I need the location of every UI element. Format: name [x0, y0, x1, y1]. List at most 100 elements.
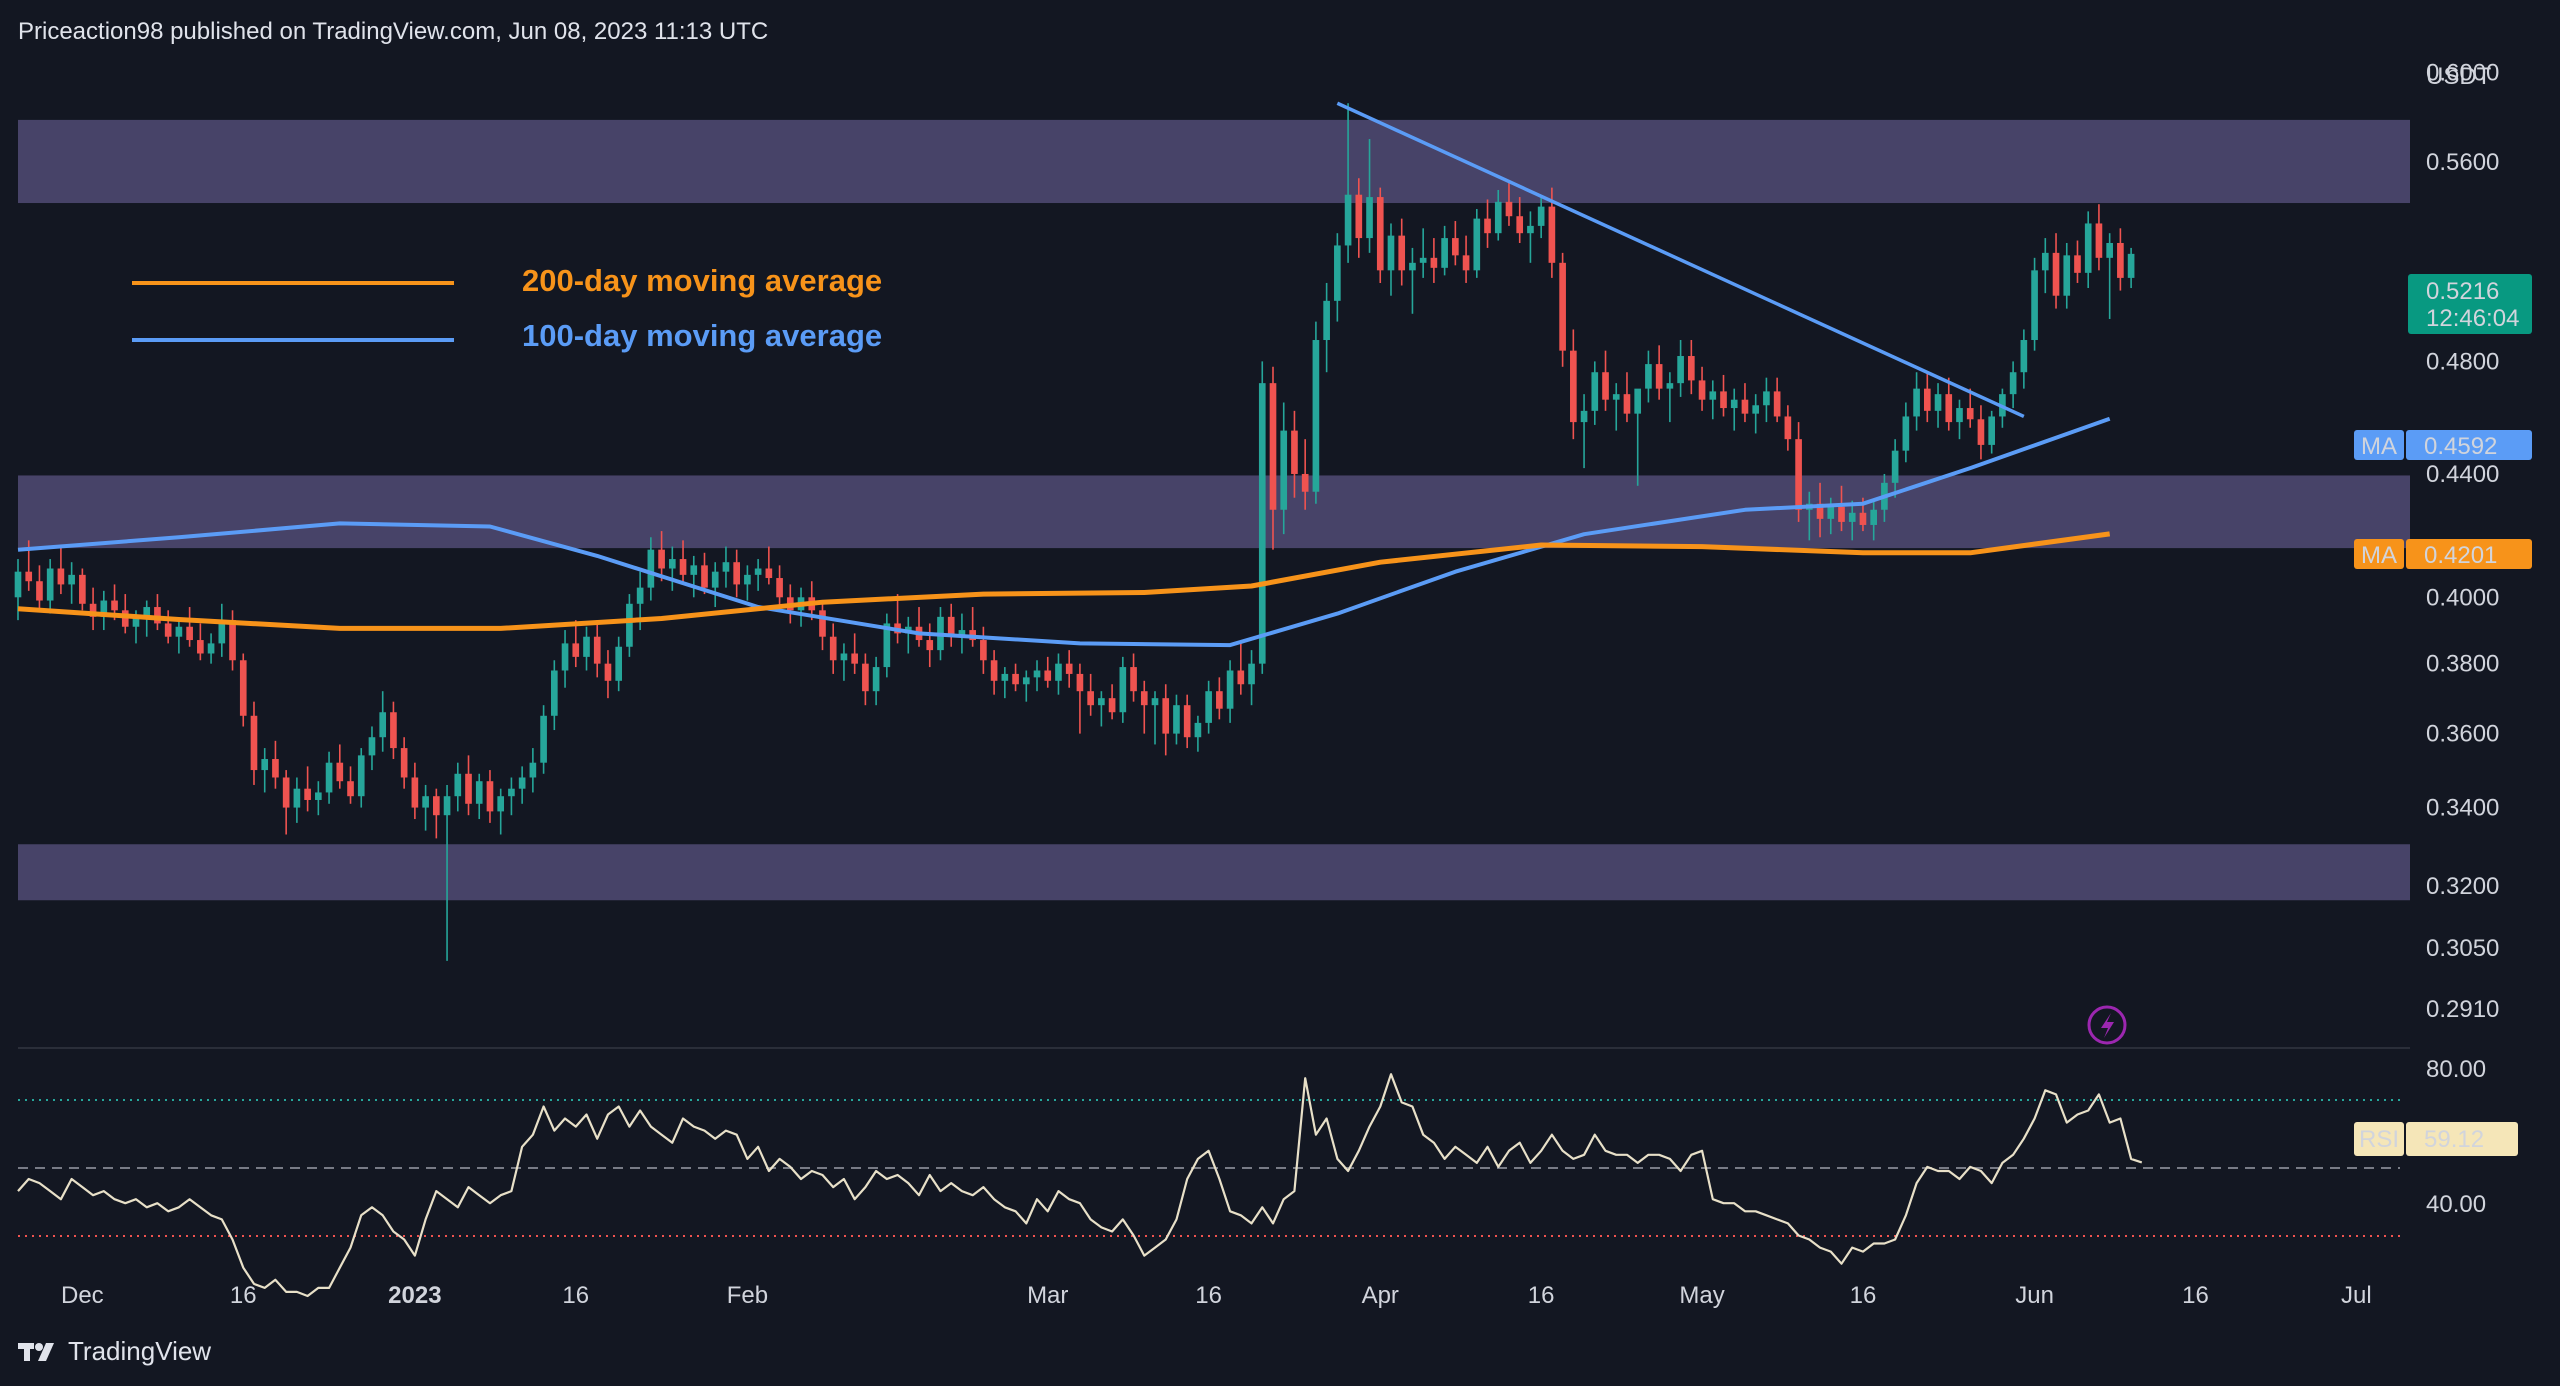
- candle: [1312, 321, 1320, 504]
- candle: [1934, 383, 1942, 428]
- candle: [1505, 180, 1513, 226]
- candle: [1634, 388, 1642, 486]
- candle: [465, 755, 472, 816]
- candle: [1398, 218, 1406, 286]
- candle: [1108, 684, 1116, 720]
- candle: [572, 620, 580, 668]
- candle: [1065, 650, 1073, 688]
- candle: [1966, 388, 1974, 428]
- candle: [1612, 383, 1620, 431]
- price-axis[interactable]: 0.6000 0.5600 0.4800 0.4400 0.4000 0.3800 0.36…: [2426, 60, 2499, 1023]
- candle: [1537, 197, 1545, 239]
- candle: [1087, 673, 1094, 716]
- current-price-value: 0.5216: [2426, 278, 2499, 305]
- candle: [615, 636, 623, 692]
- candle: [583, 626, 590, 671]
- candle: [1720, 374, 1727, 417]
- candle: [1645, 350, 1652, 403]
- candle: [1591, 361, 1599, 425]
- candle: [626, 594, 633, 657]
- time-axis[interactable]: Dec 16 2023 16 Feb Mar 16 Apr 16 May 16 Jun 16 Jul: [61, 1282, 2372, 1309]
- legend-100-label: 100-day moving average: [522, 318, 882, 353]
- candle: [411, 762, 419, 820]
- candle: [1580, 394, 1588, 469]
- candle: [1409, 247, 1416, 314]
- candle: [1688, 340, 1695, 395]
- candle: [1698, 366, 1706, 411]
- price-tick-label: 0.2910: [2426, 996, 2499, 1023]
- candle: [1623, 372, 1631, 423]
- time-tick-label: 16: [1850, 1282, 1877, 1309]
- candle: [272, 740, 279, 789]
- candle: [701, 552, 708, 595]
- time-tick-label: 2023: [388, 1282, 441, 1309]
- rsi-tag-label: RSI: [2359, 1126, 2399, 1153]
- candle: [2009, 361, 2017, 409]
- candle: [1355, 178, 1363, 258]
- candle: [1913, 372, 1920, 431]
- candle: [2063, 242, 2071, 309]
- candle: [2106, 233, 2113, 319]
- price-tick-label: 0.4800: [2426, 348, 2499, 375]
- candle: [1248, 650, 1255, 706]
- footer: TradingView: [18, 1336, 211, 1367]
- candle: [1366, 139, 1373, 253]
- price-axis-unit: USDT: [2426, 63, 2492, 90]
- candle: [1462, 235, 1470, 283]
- candle: [711, 562, 719, 608]
- candle: [433, 788, 440, 839]
- candle: [872, 656, 880, 706]
- price-tick-label: 0.3800: [2426, 651, 2499, 678]
- candle: [1677, 340, 1684, 397]
- candle: [980, 626, 987, 674]
- candle: [186, 607, 193, 647]
- candle: [840, 643, 848, 681]
- candle: [862, 653, 869, 706]
- trendline: [1336, 101, 2025, 419]
- ma100-tag-value: 0.4592: [2424, 433, 2497, 460]
- candle: [1076, 663, 1084, 734]
- price-chart[interactable]: 200-day moving average 100-day moving av…: [0, 0, 2560, 1320]
- candle: [1376, 187, 1384, 283]
- price-tick-label: 0.3200: [2426, 873, 2499, 900]
- time-tick-label: Feb: [727, 1282, 768, 1309]
- candle: [679, 540, 687, 585]
- candle: [1012, 663, 1019, 692]
- candle: [1130, 653, 1137, 702]
- candle: [550, 660, 558, 731]
- candle: [2117, 228, 2124, 291]
- candle: [2041, 238, 2049, 294]
- candle: [239, 653, 247, 727]
- price-tick-label: 0.4400: [2426, 461, 2499, 488]
- candle: [1419, 228, 1427, 278]
- lightning-icon[interactable]: [2087, 1005, 2127, 1045]
- candle: [154, 594, 161, 631]
- candle: [1763, 377, 1770, 423]
- candle-countdown: 12:46:04: [2426, 305, 2519, 332]
- time-tick-label: Jun: [2015, 1282, 2054, 1309]
- rsi-pane: 80.00 40.00 RSI 59.12: [17, 1056, 2518, 1298]
- candle: [1183, 694, 1191, 749]
- candle: [990, 650, 998, 695]
- candle: [2020, 329, 2028, 389]
- candle: [1838, 485, 1845, 532]
- candle: [1033, 660, 1041, 692]
- candle: [379, 691, 387, 752]
- candle: [658, 531, 665, 582]
- candle: [1441, 225, 1448, 276]
- descending-trendline: [1336, 101, 2025, 419]
- candle: [1387, 223, 1395, 296]
- candle: [1494, 189, 1502, 241]
- price-tick-label: 0.3050: [2426, 935, 2499, 962]
- candle: [1119, 656, 1127, 723]
- candle: [2074, 240, 2081, 283]
- candle: [1709, 380, 1717, 420]
- candle: [68, 562, 75, 604]
- ma200-tag-value: 0.4201: [2424, 542, 2497, 569]
- candle: [1173, 694, 1180, 745]
- candle: [79, 568, 86, 611]
- candle: [1988, 410, 1995, 454]
- candle: [1484, 199, 1491, 248]
- candle: [57, 546, 65, 595]
- candle: [207, 633, 215, 664]
